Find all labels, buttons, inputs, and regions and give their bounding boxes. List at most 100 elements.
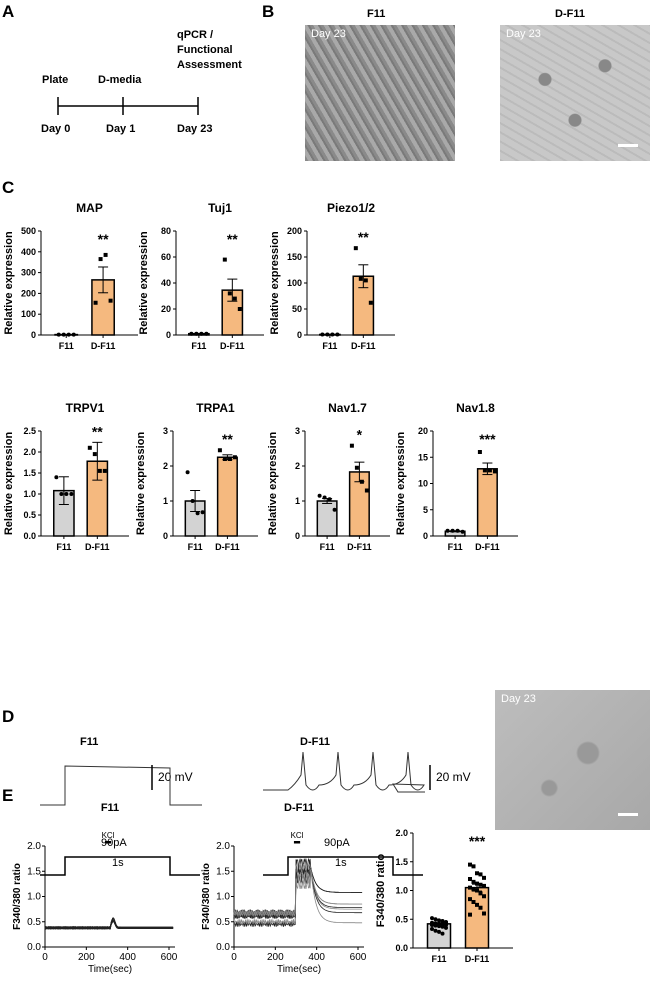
data-point: [98, 257, 103, 262]
chart-title: F11: [101, 802, 119, 814]
x-tick-label: 600: [350, 952, 367, 963]
data-point: [189, 331, 194, 336]
data-point: [71, 332, 76, 337]
y-tick-label: 1.5: [23, 468, 36, 478]
bar-D-F11: [476, 468, 498, 537]
y-axis-label: Relative expression: [3, 432, 15, 536]
data-point: [232, 455, 237, 460]
data-point: [468, 897, 472, 902]
y-tick-label: 1: [163, 496, 168, 506]
micrograph-f11: Day 23: [305, 25, 455, 161]
data-point: [445, 528, 450, 533]
scale-bar: [618, 144, 638, 147]
y-tick-label: 0.5: [216, 917, 230, 928]
y-tick-label: 0: [31, 330, 36, 340]
x-tick-label: D-F11: [347, 542, 372, 552]
data-point: [195, 511, 200, 516]
x-tick-label: 400: [308, 952, 325, 963]
x-axis-label: Time(sec): [88, 964, 132, 975]
data-point: [444, 925, 448, 930]
data-point: [475, 902, 479, 907]
y-tick-label: 1.5: [216, 866, 230, 877]
data-point: [102, 468, 107, 473]
data-point: [353, 246, 358, 251]
x-tick-label: D-F11: [91, 341, 116, 351]
data-point: [440, 924, 445, 929]
panel-label-b: B: [262, 2, 275, 21]
data-point: [222, 457, 227, 461]
trace-line: [233, 862, 363, 924]
significance-marker: ***: [469, 833, 486, 849]
data-point: [325, 332, 330, 337]
current-step: [40, 856, 200, 876]
y-tick-label: 1.0: [216, 892, 230, 903]
y-tick-label: 0.0: [23, 531, 36, 541]
significance-marker: **: [222, 431, 233, 447]
data-point: [227, 291, 232, 296]
data-point: [190, 499, 195, 503]
stimulus-label: KCl: [102, 831, 115, 840]
data-point: [475, 888, 479, 893]
y-tick-label: 15: [418, 452, 428, 462]
data-point: [468, 862, 472, 867]
data-point: [61, 332, 66, 337]
data-point: [194, 331, 199, 336]
x-tick-label: F11: [59, 341, 74, 351]
x-tick-label: F11: [191, 341, 206, 351]
trace-line: [44, 917, 174, 929]
data-point: [364, 488, 369, 493]
significance-marker: **: [358, 229, 369, 245]
timeline-event-plate: Plate: [42, 74, 69, 86]
data-point: [430, 927, 434, 932]
data-point: [482, 911, 486, 916]
data-point: [87, 445, 92, 450]
data-point: [359, 479, 364, 484]
data-point: [482, 894, 486, 899]
data-point: [363, 278, 368, 283]
data-point: [437, 918, 441, 923]
voltage-scale-label: 20 mV: [158, 770, 193, 784]
y-tick-label: 2: [163, 461, 168, 471]
data-point: [199, 331, 204, 336]
y-tick-label: 300: [21, 268, 36, 278]
trace-line: [44, 917, 174, 929]
data-point: [317, 493, 322, 498]
chart-title: Tuj1: [208, 201, 232, 215]
y-tick-label: 3: [295, 426, 300, 436]
data-point: [204, 331, 209, 336]
y-axis-label: Relative expression: [135, 432, 147, 536]
data-point: [468, 877, 472, 881]
day-label: Day 23: [311, 28, 346, 40]
y-tick-label: 100: [21, 309, 36, 319]
data-point: [66, 332, 71, 337]
data-point: [322, 495, 327, 500]
chart-title: TRPV1: [66, 401, 105, 415]
x-tick-label: D-F11: [475, 542, 500, 552]
chart-title: Piezo1/2: [327, 201, 375, 215]
data-point: [477, 450, 482, 454]
y-tick-label: 0.5: [23, 510, 36, 520]
panel-label-c: C: [2, 178, 15, 197]
micrograph-df11: Day 23: [500, 25, 650, 161]
data-point: [471, 864, 476, 869]
x-tick-label: F11: [448, 542, 463, 552]
y-tick-label: 0: [163, 531, 168, 541]
data-point: [237, 307, 242, 311]
x-tick-label: D-F11: [465, 954, 490, 964]
data-point: [433, 928, 438, 933]
data-point: [482, 468, 487, 473]
data-point: [444, 923, 448, 927]
y-tick-label: 50: [292, 304, 302, 314]
y-tick-label: 0.5: [395, 914, 408, 924]
x-tick-label: D-F11: [351, 341, 376, 351]
stimulus-bar: [104, 841, 112, 844]
data-point: [430, 916, 434, 921]
y-tick-label: 1.0: [23, 489, 36, 499]
y-tick-label: 0: [166, 330, 171, 340]
bar-D-F11: [216, 456, 238, 537]
panel-label-a: A: [2, 2, 15, 21]
y-axis-label: Relative expression: [267, 432, 279, 536]
x-tick-label: D-F11: [215, 542, 240, 552]
y-tick-label: 2.0: [395, 828, 408, 838]
x-tick-label: 200: [267, 952, 284, 963]
